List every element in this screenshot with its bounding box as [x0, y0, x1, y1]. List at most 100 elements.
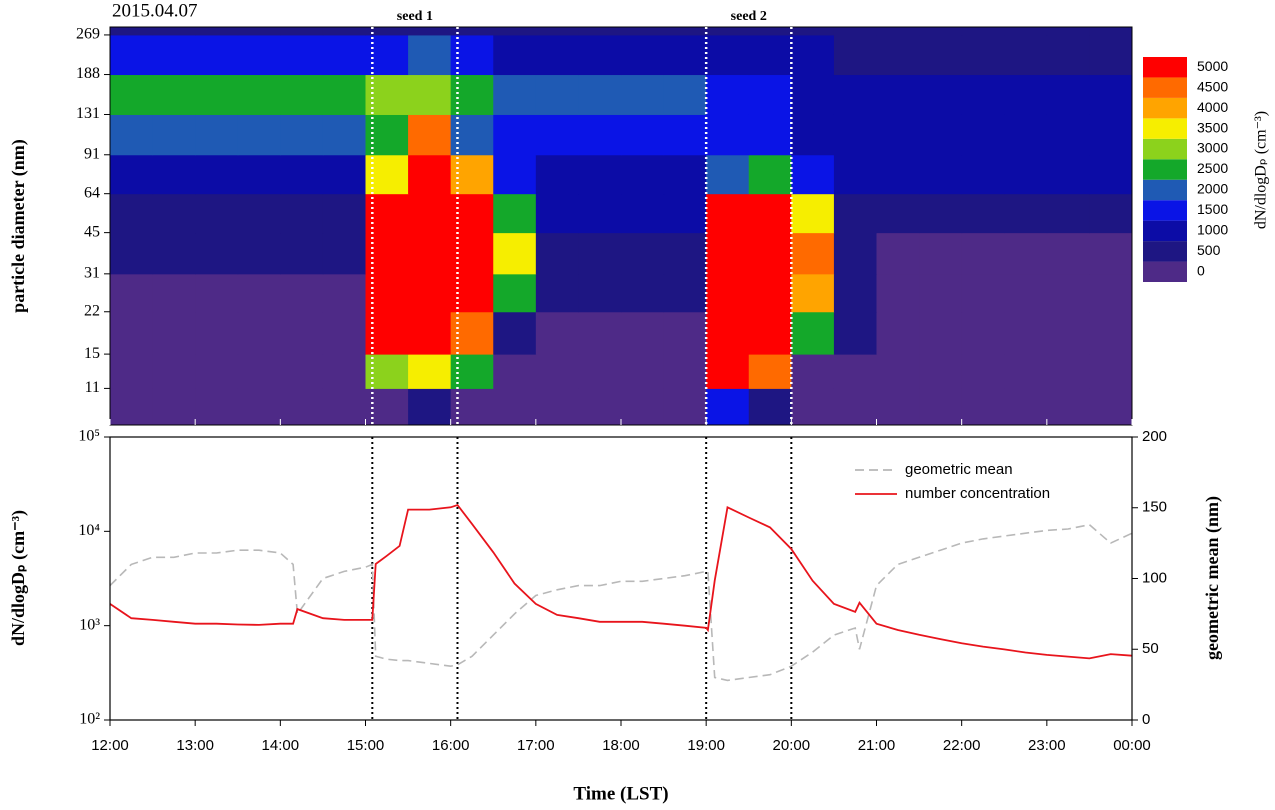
heat-cell — [876, 193, 920, 234]
heat-cell — [1089, 232, 1133, 275]
heat-cell — [152, 27, 196, 36]
heat-cell — [535, 74, 579, 115]
colorbar-label: 500 — [1197, 242, 1221, 258]
y2-tick-label: 50 — [1142, 640, 1159, 657]
y-tick-label: 15 — [84, 345, 100, 362]
heat-cell — [791, 114, 835, 156]
plot-frame — [109, 436, 1133, 721]
series-line — [109, 523, 1133, 682]
heat-cell — [1004, 154, 1048, 195]
seed-label: seed 2 — [731, 9, 767, 24]
heat-cell — [237, 193, 281, 234]
heat-cell — [1004, 388, 1048, 426]
heat-cell — [152, 34, 196, 76]
heat-cell — [833, 232, 877, 275]
heat-cell — [535, 114, 579, 156]
colorbar-label: 4000 — [1197, 99, 1228, 115]
heat-cell — [663, 34, 707, 76]
heat-cell — [1004, 74, 1048, 115]
heat-cell — [706, 354, 750, 389]
heat-cell — [450, 388, 494, 426]
heat-cell — [237, 232, 281, 275]
heat-cell — [919, 34, 963, 76]
heat-cell — [1089, 74, 1133, 115]
heat-cell — [578, 311, 622, 355]
heat-cell — [961, 388, 1005, 426]
colorbar-label: 2500 — [1197, 160, 1228, 176]
heat-cell — [919, 27, 963, 36]
heat-cell — [748, 34, 792, 76]
heat-cell — [152, 193, 196, 234]
heat-cell — [663, 114, 707, 156]
heat-cell — [876, 74, 920, 115]
heat-cell — [280, 311, 324, 355]
heat-cell — [195, 74, 239, 115]
heat-cell — [1004, 34, 1048, 76]
heat-cell — [535, 311, 579, 355]
x-tick-label: 16:00 — [432, 737, 470, 754]
y-tick-label: 91 — [84, 145, 100, 162]
heat-cell — [876, 311, 920, 355]
heat-cell — [152, 388, 196, 426]
heat-cell — [706, 27, 750, 36]
x-tick-label: 18:00 — [602, 737, 640, 754]
heat-cell — [1089, 27, 1133, 36]
heat-cell — [621, 74, 665, 115]
heat-cell — [195, 193, 239, 234]
heat-cell — [493, 311, 537, 355]
heat-cell — [791, 354, 835, 389]
heat-cell — [876, 114, 920, 156]
heat-cell — [237, 27, 281, 36]
heat-cell — [322, 354, 366, 389]
heat-cell — [1046, 74, 1090, 115]
heat-cell — [280, 74, 324, 115]
colorbar-label: 5000 — [1197, 58, 1228, 74]
heat-cell — [961, 311, 1005, 355]
heat-cell — [365, 34, 409, 76]
heat-cell — [1004, 273, 1048, 313]
heat-cell — [663, 311, 707, 355]
heat-cell — [1046, 311, 1090, 355]
heat-cell — [535, 193, 579, 234]
heat-cell — [748, 154, 792, 195]
heat-cell — [748, 232, 792, 275]
heat-cell — [110, 34, 154, 76]
heat-cell — [706, 232, 750, 275]
heat-cell — [1004, 232, 1048, 275]
heat-cell — [280, 154, 324, 195]
heat-cell — [833, 388, 877, 426]
heat-cell — [450, 27, 494, 36]
heat-cell — [322, 74, 366, 115]
heat-cell — [110, 74, 154, 115]
y2-tick-label: 200 — [1142, 428, 1167, 445]
x-tick-label: 12:00 — [91, 737, 129, 754]
series-line — [109, 503, 1133, 660]
legend-label: number concentration — [905, 485, 1050, 502]
heat-cell — [748, 74, 792, 115]
heat-cell — [280, 27, 324, 36]
heat-cell — [1046, 114, 1090, 156]
heat-cell — [237, 74, 281, 115]
heat-cell — [450, 34, 494, 76]
heat-cell — [706, 388, 750, 426]
heat-cell — [408, 27, 452, 36]
y-tick-label: 22 — [84, 302, 100, 319]
heat-cell — [1046, 388, 1090, 426]
heat-cell — [237, 273, 281, 313]
colorbar-label: 0 — [1197, 262, 1205, 278]
heat-cell — [1004, 311, 1048, 355]
heat-cell — [663, 193, 707, 234]
heat-cell — [493, 354, 537, 389]
heat-cell — [1046, 154, 1090, 195]
heat-cell — [961, 114, 1005, 156]
heat-cell — [578, 114, 622, 156]
heat-cell — [280, 193, 324, 234]
x-tick-label: 23:00 — [1028, 737, 1066, 754]
heat-cell — [110, 311, 154, 355]
heat-cell — [621, 34, 665, 76]
legend-label: geometric mean — [905, 461, 1013, 478]
heat-cell — [408, 232, 452, 275]
colorbar-label: 3000 — [1197, 140, 1228, 156]
heat-cell — [621, 388, 665, 426]
heat-cell — [578, 232, 622, 275]
